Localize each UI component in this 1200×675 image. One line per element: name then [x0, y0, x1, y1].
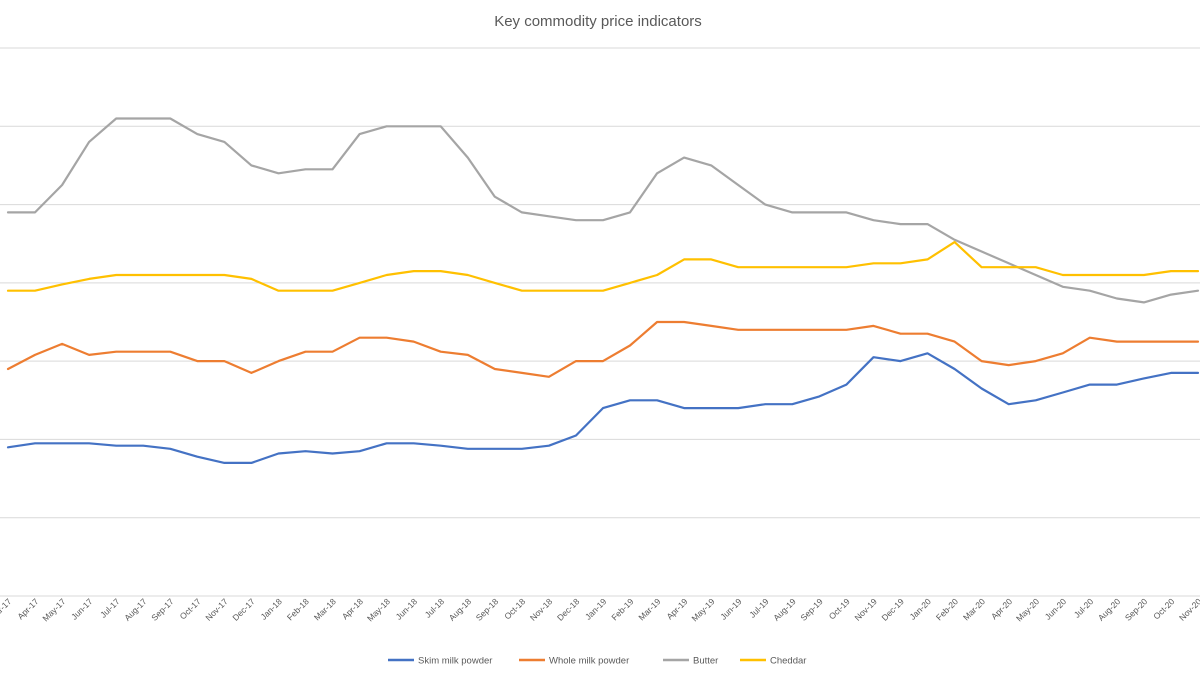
chart-title: Key commodity price indicators	[494, 13, 702, 30]
x-tick-label: Sep-18	[474, 596, 501, 623]
legend-label-skim: Skim milk powder	[418, 656, 492, 667]
x-tick-label: Mar-20	[961, 596, 987, 622]
x-tick-label: Oct-17	[178, 596, 203, 621]
x-tick-label: Apr-20	[989, 596, 1014, 621]
x-tick-label: Feb-18	[285, 596, 311, 622]
series-line-butter	[6, 117, 1200, 304]
legend-label-cheddar: Cheddar	[770, 656, 806, 667]
x-tick-label: Sep-19	[798, 596, 825, 623]
gridlines	[0, 47, 1200, 597]
x-tick-label: Nov-20	[1177, 596, 1200, 623]
x-tick-label: Nov-19	[852, 596, 879, 623]
x-tick-label: Jan-20	[908, 596, 934, 622]
x-tick-label: Feb-20	[934, 596, 960, 622]
x-tick-label: Oct-19	[827, 596, 852, 621]
x-tick-label: Jun-19	[718, 596, 744, 622]
x-tick-label: Apr-19	[664, 596, 689, 621]
x-tick-label: Jan-19	[583, 596, 609, 622]
x-tick-label: Sep-17	[149, 596, 176, 623]
x-tick-label: Nov-18	[528, 596, 555, 623]
x-tick-label: Mar-17	[0, 596, 14, 622]
x-tick-label: Aug-18	[447, 596, 474, 623]
x-tick-label: Jun-18	[394, 596, 420, 622]
x-tick-label: May-17	[40, 596, 67, 623]
x-axis-tick-labels: Mar-17 Apr-17 May-17 Jun-17 Jul-17 Aug-17 Sep-…	[0, 596, 1200, 623]
x-tick-label: Feb-19	[609, 596, 635, 622]
x-tick-label: May-20	[1014, 596, 1041, 623]
x-tick-label: Mar-18	[312, 596, 338, 622]
series-lines	[6, 117, 1200, 464]
x-tick-label: Jul-18	[423, 596, 447, 620]
series-line-skim	[6, 352, 1200, 464]
x-tick-label: Jun-17	[69, 596, 95, 622]
x-tick-label: Mar-19	[636, 596, 662, 622]
x-tick-label: May-18	[365, 596, 392, 623]
x-tick-label: May-19	[689, 596, 716, 623]
x-tick-label: Apr-18	[340, 596, 365, 621]
x-tick-label: Dec-17	[230, 596, 257, 623]
x-tick-label: Jul-17	[98, 596, 122, 620]
legend-label-whole: Whole milk powder	[549, 656, 629, 667]
x-tick-label: Jan-18	[258, 596, 284, 622]
x-tick-label: Aug-17	[122, 596, 149, 623]
x-tick-label: Sep-20	[1123, 596, 1150, 623]
x-tick-label: Jul-20	[1072, 596, 1096, 620]
x-tick-label: Aug-20	[1096, 596, 1123, 623]
x-tick-label: Jul-19	[747, 596, 771, 620]
x-tick-label: Oct-20	[1151, 596, 1176, 621]
x-tick-label: Apr-17	[15, 596, 40, 621]
x-tick-label: Jun-20	[1043, 596, 1069, 622]
x-tick-label: Dec-18	[555, 596, 582, 623]
series-line-cheddar	[6, 241, 1200, 292]
legend-label-butter: Butter	[693, 656, 718, 667]
x-tick-label: Dec-19	[879, 596, 906, 623]
series-line-whole	[6, 320, 1200, 378]
x-tick-label: Aug-19	[771, 596, 798, 623]
x-tick-label: Nov-17	[203, 596, 230, 623]
x-tick-label: Oct-18	[502, 596, 527, 621]
legend: Skim milk powder Whole milk powder Butter C…	[388, 656, 806, 667]
